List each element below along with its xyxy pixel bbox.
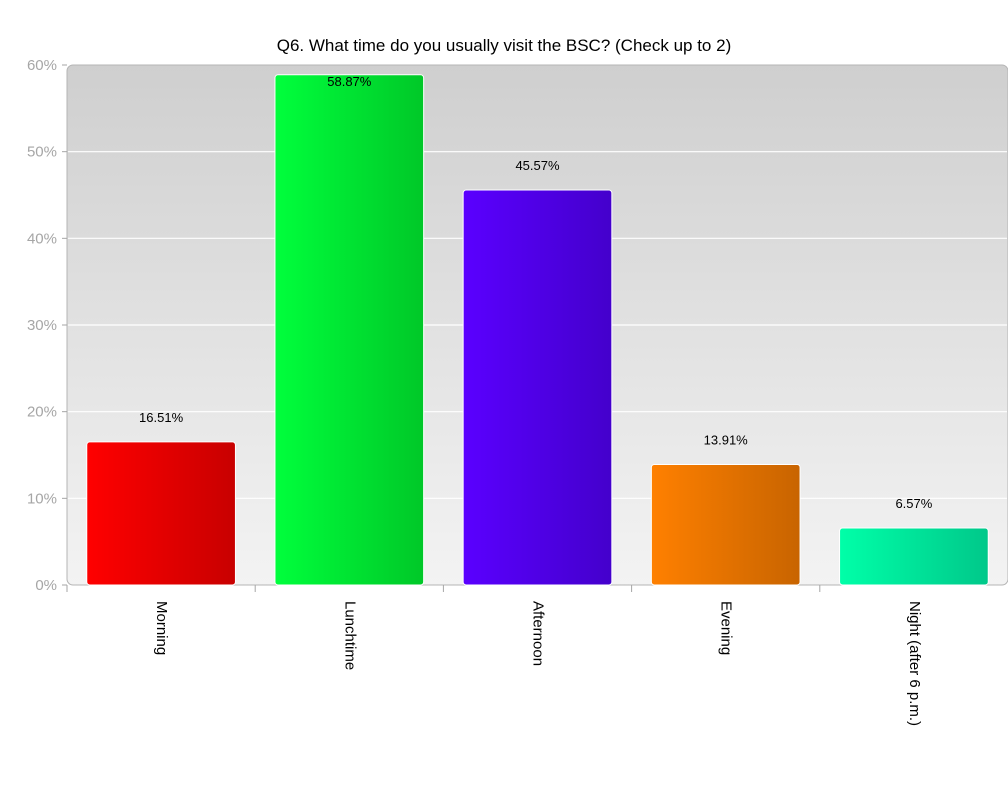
- data-label: 16.51%: [139, 410, 184, 425]
- data-label: 6.57%: [895, 496, 932, 511]
- chart-title: Q6. What time do you usually visit the B…: [276, 36, 732, 55]
- data-label: 58.87%: [327, 74, 372, 89]
- bar-afternoon: [462, 189, 613, 586]
- y-tick-label: 30%: [27, 317, 57, 334]
- bar-lunchtime: [274, 74, 425, 586]
- bar-night-after-6-p-m: [839, 527, 989, 586]
- y-tick-label: 0%: [35, 577, 57, 594]
- y-tick-label: 10%: [27, 490, 57, 507]
- data-label: 13.91%: [704, 432, 749, 447]
- y-tick-label: 60%: [27, 57, 57, 74]
- y-tick-label: 20%: [27, 404, 57, 421]
- y-axis: 0% 10% 20% 30% 40% 50% 60%: [27, 57, 67, 594]
- category-label: Morning: [153, 601, 170, 655]
- bar-evening: [650, 463, 801, 586]
- bars: [86, 74, 989, 586]
- bar-morning: [86, 441, 236, 586]
- data-labels: 16.51% 58.87% 45.57% 13.91% 6.57%: [139, 74, 933, 511]
- category-label: Lunchtime: [341, 601, 358, 670]
- category-label: Afternoon: [530, 601, 547, 666]
- y-tick-label: 40%: [27, 230, 57, 247]
- data-label: 45.57%: [515, 158, 560, 173]
- x-axis: Morning Lunchtime Afternoon Evening Night (a…: [66, 585, 923, 726]
- category-label: Evening: [718, 601, 735, 655]
- category-label: Night (after 6 p.m.): [906, 601, 923, 726]
- y-tick-label: 50%: [27, 144, 57, 161]
